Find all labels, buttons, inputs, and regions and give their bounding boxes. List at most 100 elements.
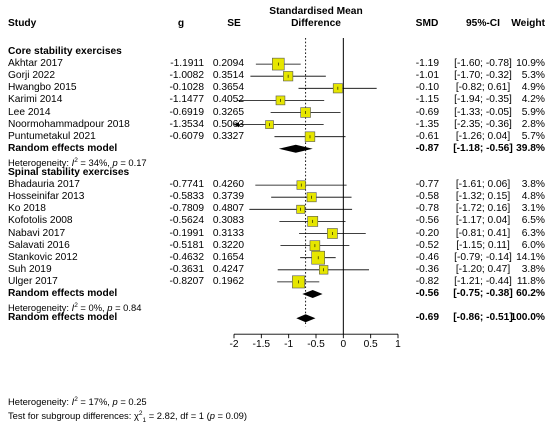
summary-weight: 39.8%: [516, 142, 545, 154]
subgroup-heterogeneity-part: = 34%,: [77, 157, 113, 169]
ci-arrow-icon: [234, 122, 239, 128]
study-weight: 10.9%: [516, 58, 545, 70]
study-g: -1.1477: [169, 94, 204, 106]
study-ci: [-1.61; 0.06]: [455, 179, 511, 191]
study-g: -0.5833: [169, 191, 204, 203]
study-smd: -1.19: [415, 58, 439, 70]
subgroup-heterogeneity-part: = 0.17: [117, 157, 147, 169]
study-ci: [-1.32; 0.15]: [455, 191, 511, 203]
study-name: Kofotolis 2008: [8, 215, 73, 227]
study-se: 0.4260: [212, 179, 244, 191]
study-smd: -0.10: [415, 82, 439, 94]
study-smd: -0.78: [415, 203, 439, 215]
header-smd: SMD: [415, 18, 439, 29]
subgroup-heterogeneity-part: 2: [74, 302, 78, 310]
subgroup-differences-test-part: p: [209, 410, 215, 422]
subgroup-title: Core stability exercises: [8, 46, 122, 57]
subgroup-differences-test-part: = 0.09): [214, 410, 247, 422]
study-ci: [-0.81; 0.41]: [455, 227, 511, 239]
overall-heterogeneity-part: = 0.25: [117, 396, 147, 408]
summary-label: Random effects model: [8, 288, 118, 299]
study-weight: 6.3%: [521, 227, 545, 239]
summary-diamond: [278, 144, 313, 153]
subgroup-heterogeneity: Heterogeneity: I2 = 34%, p = 0.17: [8, 155, 147, 169]
study-weight: 11.8%: [516, 275, 545, 287]
study-ci: [-1.15; 0.11]: [456, 239, 510, 251]
overall-heterogeneity: Heterogeneity: I2 = 17%, p = 0.25: [8, 394, 147, 408]
subgroup-heterogeneity-part: = 0%,: [77, 302, 108, 314]
study-g: -1.0082: [169, 70, 204, 82]
study-name: Lee 2014: [8, 106, 51, 118]
summary-weight: 60.2%: [516, 288, 545, 299]
study-smd: -1.35: [415, 118, 439, 130]
x-axis-tick-label: 0.5: [363, 339, 378, 351]
subgroup-heterogeneity-part: = 0.84: [112, 302, 142, 314]
overall-weight: 100.0%: [510, 312, 545, 324]
study-se: 0.3265: [212, 106, 244, 118]
study-smd: -0.69: [415, 106, 439, 118]
subgroup-differences-test-part: χ: [133, 410, 139, 422]
study-g: -0.7809: [169, 203, 204, 215]
study-se: 0.1962: [212, 275, 244, 287]
summary-smd: -0.56: [415, 288, 439, 299]
overall-diamond: [296, 314, 316, 323]
study-weight: 5.7%: [521, 130, 545, 142]
study-se: 0.3083: [212, 215, 244, 227]
subgroup-differences-test-part: 2: [138, 410, 143, 417]
overall-ci: [-0.86; -0.51]: [453, 312, 513, 324]
study-se: 0.3514: [212, 70, 244, 82]
study-ci: [-1.33; -0.05]: [454, 106, 512, 118]
study-ci: [-1.21; -0.44]: [454, 275, 512, 287]
study-name: Bhadauria 2017: [8, 179, 80, 191]
study-g: -0.7741: [169, 179, 204, 191]
subgroup-heterogeneity-part: p: [112, 157, 118, 169]
overall-heterogeneity-part: Heterogeneity:: [8, 396, 72, 408]
study-g: -1.3534: [169, 118, 204, 130]
study-smd: -0.46: [415, 251, 439, 263]
study-g: -0.6079: [169, 130, 204, 142]
study-smd: -0.56: [415, 215, 439, 227]
study-name: Suh 2019: [8, 263, 52, 275]
overall-heterogeneity-part: I: [71, 396, 75, 408]
study-smd: -0.36: [415, 263, 439, 275]
study-se: 0.3220: [212, 239, 244, 251]
study-se: 0.4247: [212, 263, 244, 275]
study-weight: 5.3%: [521, 70, 545, 82]
study-name: Ulger 2017: [8, 275, 58, 287]
study-se: 0.4807: [212, 203, 244, 215]
study-ci: [-1.20; 0.47]: [455, 263, 511, 275]
overall-heterogeneity-part: p: [112, 396, 118, 408]
subgroup-heterogeneity-part: Heterogeneity:: [8, 302, 72, 314]
study-name: Karimi 2014: [8, 94, 63, 106]
header-study: Study: [8, 18, 37, 29]
study-g: -0.1991: [169, 227, 204, 239]
study-smd: -0.77: [415, 179, 439, 191]
study-g: -0.6919: [169, 106, 204, 118]
subgroup-heterogeneity-part: 2: [74, 156, 78, 164]
study-name: Gorji 2022: [8, 70, 56, 82]
subgroup-heterogeneity-part: I: [71, 302, 75, 314]
subgroup-title: Spinal stability exercises: [8, 167, 130, 178]
study-weight: 4.2%: [521, 94, 545, 106]
x-axis-tick-label: 0: [340, 339, 347, 351]
header-g: g: [177, 18, 185, 29]
study-g: -0.3631: [169, 263, 204, 275]
subgroup-differences-test: Test for subgroup differences: χ21 = 2.8…: [8, 408, 247, 427]
study-ci: [-0.79; -0.14]: [454, 251, 512, 263]
summary-ci: [-1.18; -0.56]: [453, 142, 513, 154]
study-name: Akhtar 2017: [8, 58, 63, 70]
study-g: -0.1028: [169, 82, 204, 94]
header-ci: 95%-CI: [466, 18, 500, 29]
study-name: Ko 2018: [8, 203, 46, 215]
subgroup-heterogeneity-part: Heterogeneity:: [8, 157, 72, 169]
study-se: 0.3327: [212, 130, 244, 142]
study-name: Puntumetakul 2021: [8, 130, 96, 142]
study-smd: -0.58: [415, 191, 439, 203]
study-smd: -0.61: [415, 130, 439, 142]
study-se: 0.3739: [212, 191, 244, 203]
study-weight: 5.9%: [521, 106, 545, 118]
study-name: Salavati 2016: [8, 239, 70, 251]
study-weight: 6.0%: [521, 239, 545, 251]
study-weight: 3.8%: [521, 263, 545, 275]
